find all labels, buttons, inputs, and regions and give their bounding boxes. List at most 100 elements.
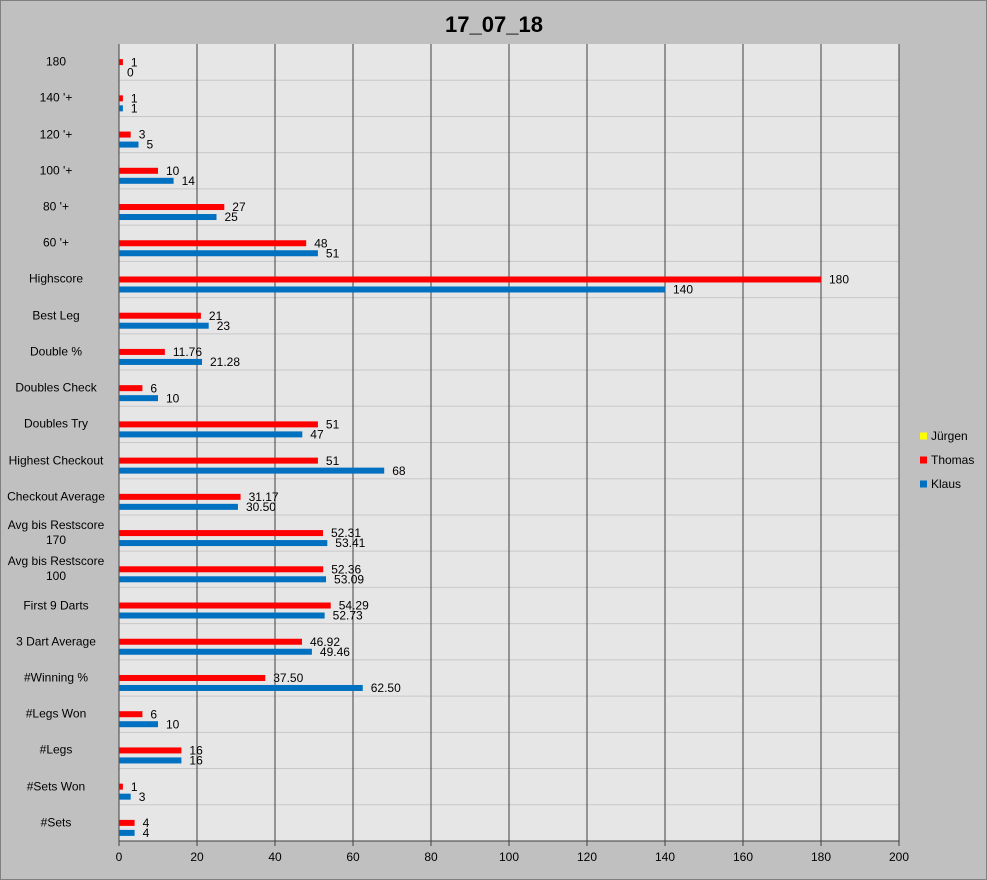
bar <box>119 250 318 257</box>
bar <box>119 167 158 174</box>
legend-swatch <box>920 480 927 488</box>
legend-label: Klaus <box>931 477 961 491</box>
value-label: 3 <box>139 790 146 804</box>
bar <box>119 286 665 293</box>
bar <box>119 395 158 402</box>
legend-swatch <box>920 432 927 440</box>
y-tick-label: 80 '+ <box>43 199 69 214</box>
value-label: 21.28 <box>210 355 240 369</box>
value-label: 6 <box>150 707 157 721</box>
y-tick-label: Doubles Check <box>15 380 97 395</box>
y-tick-label: #Sets <box>40 815 72 830</box>
legend-label: Jürgen <box>931 429 968 443</box>
value-label: 1 <box>131 55 138 69</box>
value-label: 62.50 <box>371 681 401 695</box>
x-tick-label: 40 <box>268 850 282 864</box>
bar <box>119 276 821 283</box>
y-tick-label: 180 <box>45 54 67 69</box>
chart-title: 17_07_18 <box>445 12 543 37</box>
value-label: 10 <box>166 391 180 405</box>
value-label: 10 <box>166 164 180 178</box>
value-label: 54.29 <box>339 599 369 613</box>
value-label: 5 <box>147 138 154 152</box>
y-tick-label: 3 Dart Average <box>16 634 96 649</box>
value-label: 51 <box>326 454 340 468</box>
bar <box>119 312 201 319</box>
value-label: 4 <box>143 826 150 840</box>
bar <box>119 503 238 510</box>
bar <box>119 358 202 365</box>
bar <box>119 59 123 66</box>
y-tick-label: Avg bis Restscore 100 <box>7 554 105 584</box>
bar <box>119 674 266 681</box>
bar <box>119 648 312 655</box>
value-label: 1 <box>131 102 138 116</box>
y-tick-label: Avg bis Restscore 170 <box>7 518 105 548</box>
x-tick-label: 140 <box>655 850 675 864</box>
value-label: 4 <box>143 816 150 830</box>
y-tick-label: Double % <box>29 344 83 359</box>
bar <box>119 711 143 718</box>
y-tick-label: Highscore <box>28 271 84 286</box>
x-tick-label: 200 <box>889 850 909 864</box>
x-tick-label: 160 <box>733 850 753 864</box>
value-label: 37.50 <box>273 671 303 685</box>
bar <box>119 431 303 438</box>
y-tick-label: Best Leg <box>32 308 80 323</box>
value-label: 16 <box>189 744 203 758</box>
bar <box>119 612 325 619</box>
bar <box>119 421 318 428</box>
bar <box>119 348 165 355</box>
value-label: 11.76 <box>173 345 202 359</box>
y-tick-label: #Legs Won <box>25 706 87 721</box>
bar <box>119 467 385 474</box>
value-label: 52.73 <box>333 609 363 623</box>
bar <box>119 829 135 836</box>
y-tick-label: 120 '+ <box>39 127 73 142</box>
x-tick-label: 100 <box>499 850 519 864</box>
value-label: 16 <box>189 754 203 768</box>
bar <box>119 783 123 790</box>
x-tick-label: 120 <box>577 850 597 864</box>
y-tick-label: #Legs <box>39 742 73 757</box>
value-label: 10 <box>166 717 180 731</box>
bar <box>119 684 363 691</box>
y-tick-label: Checkout Average <box>7 489 105 504</box>
value-label: 140 <box>673 283 693 297</box>
bar <box>119 457 318 464</box>
y-tick-label: Highest Checkout <box>8 453 104 468</box>
bar <box>119 385 143 392</box>
y-tick-label: 140 '+ <box>39 90 73 105</box>
bar <box>119 240 307 247</box>
x-tick-label: 20 <box>190 850 204 864</box>
bar <box>119 493 241 500</box>
x-tick-label: 0 <box>116 850 123 864</box>
bar <box>119 177 174 184</box>
value-label: 180 <box>829 273 849 287</box>
y-tick-label: First 9 Darts <box>23 598 89 613</box>
bar <box>119 105 123 112</box>
bar <box>119 131 131 138</box>
x-tick-label: 180 <box>811 850 831 864</box>
value-label: 27 <box>232 200 246 214</box>
x-tick-label: 80 <box>424 850 438 864</box>
bar <box>119 322 209 329</box>
bar <box>119 214 217 221</box>
value-label: 53.41 <box>335 536 365 550</box>
y-tick-label: Doubles Try <box>23 416 89 431</box>
value-label: 68 <box>392 464 406 478</box>
value-label: 6 <box>150 381 157 395</box>
bar <box>119 819 135 826</box>
bar <box>119 95 123 102</box>
value-label: 25 <box>225 210 239 224</box>
value-label: 21 <box>209 309 223 323</box>
bar <box>119 576 327 583</box>
bar <box>119 141 139 148</box>
value-label: 1 <box>131 780 138 794</box>
value-label: 53.09 <box>334 572 364 586</box>
legend-swatch <box>920 456 927 464</box>
bar <box>119 602 331 609</box>
value-label: 52.31 <box>331 526 361 540</box>
bar <box>119 204 225 211</box>
